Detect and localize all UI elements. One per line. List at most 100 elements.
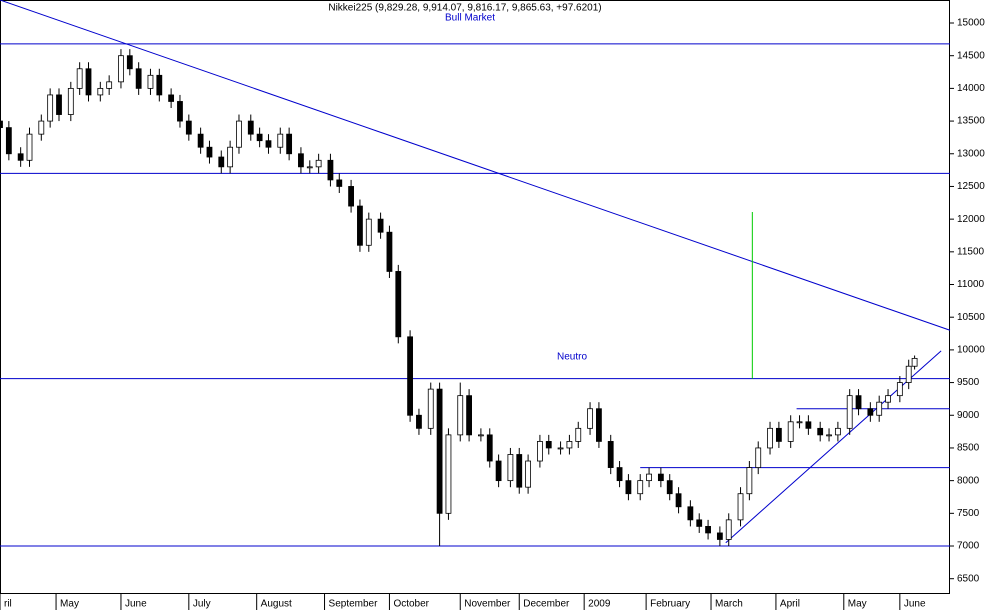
candle-body <box>646 473 652 482</box>
candle-body <box>495 460 502 482</box>
y-tick-label: 7000 <box>957 541 980 552</box>
candle-body <box>657 473 664 482</box>
candle-body <box>566 441 573 449</box>
candle-body <box>416 414 422 429</box>
y-tick-label: 9000 <box>957 410 980 421</box>
candle-body <box>135 68 142 89</box>
candle-body <box>911 357 918 367</box>
candle-body <box>327 159 334 181</box>
candle-body <box>587 408 593 429</box>
candle-body <box>896 382 903 397</box>
candle-body <box>846 395 853 429</box>
candle-body <box>637 480 644 495</box>
candle-body <box>357 205 363 246</box>
candle-body <box>227 146 234 168</box>
candle-body <box>575 427 582 442</box>
candle-body <box>298 153 304 168</box>
candle-body <box>336 179 343 187</box>
chart-title: Nikkei225 (9,829.28, 9,914.07, 9,816.17,… <box>328 3 601 14</box>
x-tick-label: August <box>261 599 292 610</box>
candle-body <box>545 441 552 449</box>
candle-body <box>185 120 192 135</box>
x-tick-label: December <box>523 599 570 610</box>
candle-body <box>596 408 602 442</box>
y-tick-label: 11000 <box>957 279 985 290</box>
candle-body <box>466 395 472 436</box>
y-tick-label: 13500 <box>957 116 985 127</box>
candle-body <box>85 68 92 96</box>
x-tick-label: ril <box>4 599 12 610</box>
plot-frame <box>0 0 950 594</box>
candle-body <box>247 120 254 135</box>
candle-body <box>557 447 564 450</box>
candle-body <box>47 94 54 122</box>
y-tick-label: 14000 <box>957 83 985 94</box>
candle-body <box>486 434 493 462</box>
candle-body <box>705 526 711 534</box>
candle-body <box>26 133 33 161</box>
candle-body <box>97 87 104 96</box>
candle-body <box>56 94 62 115</box>
y-tick-label: 8500 <box>957 443 980 454</box>
candle-body <box>177 101 183 122</box>
y-tick-label: 9500 <box>957 377 980 388</box>
candle-body <box>767 427 773 449</box>
x-tick-label: September <box>329 599 379 610</box>
y-tick-label: 10500 <box>957 312 985 323</box>
candle-body <box>156 74 163 96</box>
candle-body <box>236 120 242 148</box>
candle-body <box>315 159 322 168</box>
candle-body <box>507 454 514 482</box>
candle-body <box>5 127 12 155</box>
candle-body <box>256 133 263 142</box>
y-tick-label: 12500 <box>957 181 985 192</box>
y-tick-label: 12000 <box>957 214 985 225</box>
y-tick-label: 14500 <box>957 50 985 61</box>
y-tick-label: 15000 <box>957 18 985 29</box>
x-tick-label: May <box>848 599 867 610</box>
y-tick-label: 11500 <box>957 246 985 257</box>
candle-body <box>197 133 204 148</box>
candle-body <box>787 421 794 442</box>
x-tick-label: February <box>650 599 690 610</box>
candle-body <box>796 421 803 424</box>
candle-body <box>407 336 413 416</box>
candle-body <box>905 365 912 383</box>
candle-body <box>0 120 3 129</box>
y-tick-label: 6500 <box>957 573 980 584</box>
candle-body <box>826 434 832 437</box>
x-tick-label: July <box>193 599 211 610</box>
candle-body <box>277 133 284 148</box>
candle-body <box>147 74 154 89</box>
chart-subtitle: Bull Market <box>445 13 495 24</box>
candle-body <box>106 81 113 89</box>
x-tick-label: 2009 <box>588 599 611 610</box>
y-tick-label: 13000 <box>957 148 985 159</box>
trend-line <box>725 350 942 544</box>
candle-body <box>696 519 703 527</box>
candle-body <box>286 133 293 155</box>
candle-body <box>516 454 523 488</box>
x-tick-label: October <box>393 599 429 610</box>
x-tick-label: June <box>125 599 147 610</box>
candle-body <box>625 480 632 495</box>
candle-body <box>725 519 732 540</box>
candle-body <box>885 395 891 403</box>
candle-body <box>218 156 225 168</box>
candle-body <box>76 68 83 89</box>
candle-body <box>775 427 782 442</box>
candle-body <box>607 441 614 468</box>
candle-body <box>855 395 862 410</box>
candle-body <box>445 434 452 514</box>
candle-body <box>168 94 175 102</box>
candle-body <box>817 427 824 436</box>
candle-body <box>265 140 272 148</box>
candle-body <box>377 218 384 233</box>
x-tick-label: April <box>780 599 800 610</box>
candle-body <box>395 271 402 338</box>
candle-body <box>38 120 45 135</box>
x-tick-label: June <box>904 599 926 610</box>
candle-body <box>17 153 24 161</box>
x-tick-label: May <box>60 599 79 610</box>
